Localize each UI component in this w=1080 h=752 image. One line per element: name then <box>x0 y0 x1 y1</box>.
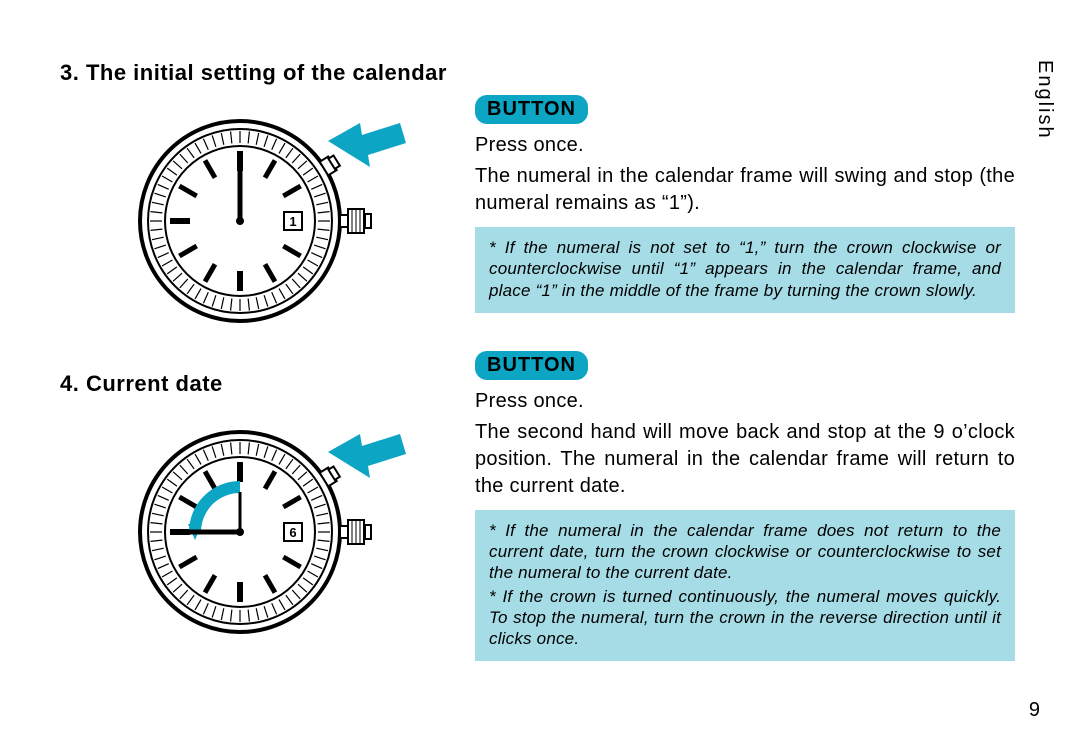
arrow-icon <box>328 434 406 478</box>
date-numeral-2: 6 <box>289 525 296 540</box>
section4-heading: 4. Current date <box>60 371 460 397</box>
section3-line2: The numeral in the calendar frame will s… <box>475 163 1015 217</box>
watch-diagram-1: 1 <box>60 101 460 341</box>
section4-line1: Press once. <box>475 388 1015 415</box>
section3-body: Press once. The numeral in the calendar … <box>475 132 1015 217</box>
section3-line1: Press once. <box>475 132 1015 159</box>
arrow-icon <box>328 123 406 167</box>
section4-line2: The second hand will move back and stop … <box>475 419 1015 500</box>
section4-note: * If the numeral in the calendar frame d… <box>475 510 1015 662</box>
watch-diagram-2: 6 <box>60 412 460 652</box>
page-number: 9 <box>1029 699 1040 722</box>
section4-body: Press once. The second hand will move ba… <box>475 388 1015 500</box>
date-numeral-1: 1 <box>289 214 296 229</box>
section3-note: * If the numeral is not set to “1,” turn… <box>475 227 1015 313</box>
language-label: English <box>1033 60 1056 140</box>
section3-heading: 3. The initial setting of the calendar <box>60 60 460 86</box>
button-pill: BUTTON <box>475 95 588 124</box>
button-pill: BUTTON <box>475 351 588 380</box>
